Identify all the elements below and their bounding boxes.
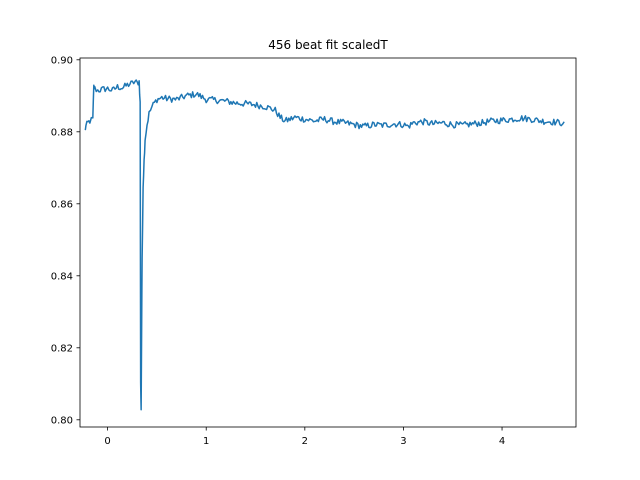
- chart-title: 456 beat fit scaledT: [268, 38, 388, 52]
- y-tick-label-5: 0.90: [51, 55, 73, 66]
- y-tick-label-3: 0.86: [51, 199, 73, 210]
- axes-layer: 0 1 2 3 4 0.80 0.82 0.84 0.86 0.88 0.90: [51, 55, 577, 447]
- y-tick-label-2: 0.84: [51, 271, 73, 282]
- y-tick-label-4: 0.88: [51, 127, 73, 138]
- x-tick-label-0: 0: [104, 436, 110, 447]
- x-tick-label-4: 4: [499, 436, 505, 447]
- x-tick-label-2: 2: [302, 436, 308, 447]
- y-tick-label-1: 0.82: [51, 343, 73, 354]
- plot-frame: [79, 57, 577, 428]
- series-layer: [84, 79, 565, 411]
- x-tick-label-3: 3: [400, 436, 406, 447]
- series-line-0: [84, 79, 565, 411]
- x-tick-label-1: 1: [203, 436, 209, 447]
- y-tick-label-0: 0.80: [51, 415, 73, 426]
